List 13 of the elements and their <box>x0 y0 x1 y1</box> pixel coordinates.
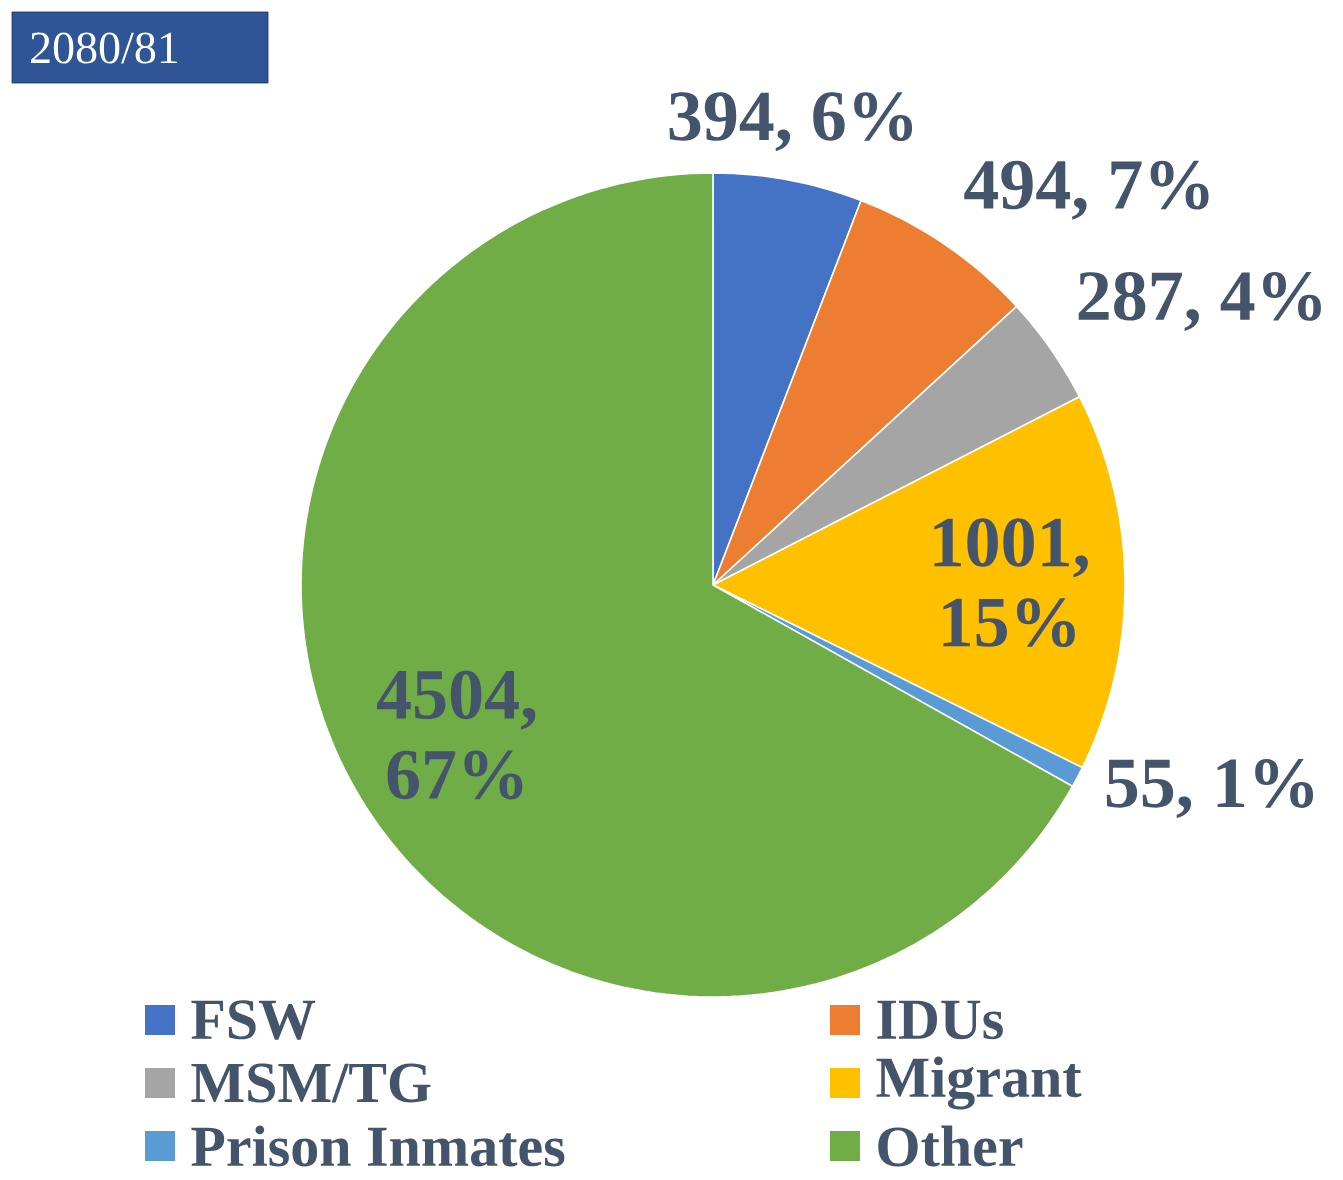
data-label: 394, 6% <box>669 92 913 152</box>
legend-label: Migrant <box>876 1056 1082 1110</box>
legend-label: MSM/TG <box>191 1063 431 1103</box>
data-label: 4504, 67% <box>377 670 536 800</box>
data-label: 494, 7% <box>964 160 1209 220</box>
data-label: 55, 1% <box>1106 759 1314 819</box>
legend-label: Prison Inmates <box>191 1125 565 1167</box>
legend-label: FSW <box>191 1000 316 1040</box>
chart-title: 2080/81 <box>31 32 178 64</box>
legend-label: IDUs <box>877 1000 1003 1040</box>
legend-label: Other <box>878 1125 1023 1167</box>
data-label: 287, 4% <box>1078 271 1321 331</box>
data-label: 1001, 15% <box>934 518 1088 648</box>
